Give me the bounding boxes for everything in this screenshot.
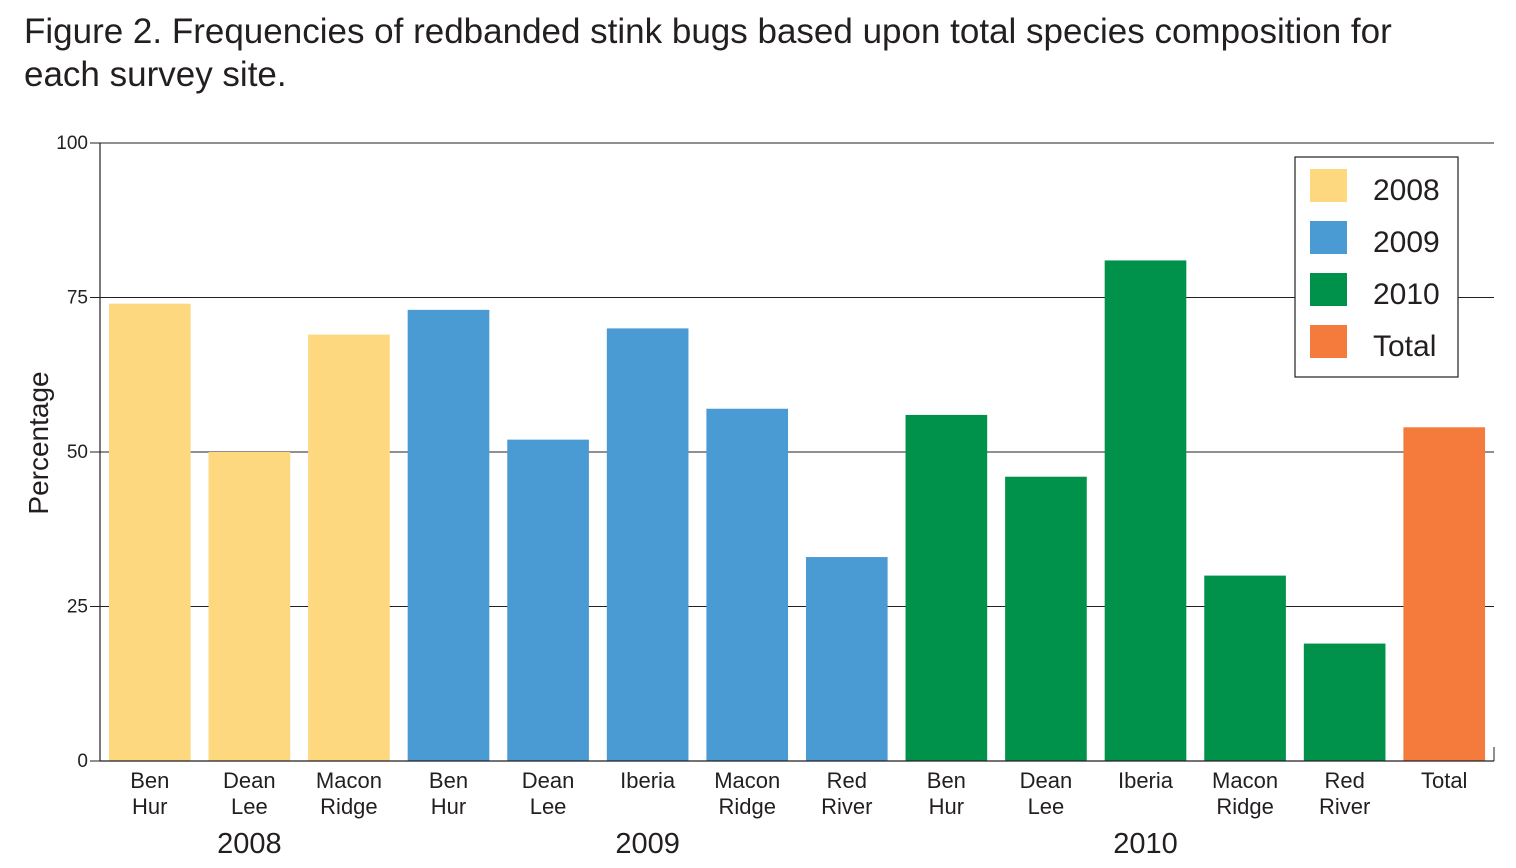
bar <box>208 452 291 761</box>
bars <box>108 260 1486 761</box>
x-tick-label: Macon Ridge <box>714 768 780 819</box>
y-axis-label: Percentage <box>23 371 54 514</box>
legend-swatch <box>1310 221 1347 254</box>
x-tick-label-line: Ben <box>927 768 966 793</box>
x-tick-label: Red River <box>1319 768 1370 819</box>
x-tick-label-line: Hur <box>431 794 466 819</box>
x-tick-label: Macon Ridge <box>1212 768 1278 819</box>
bar <box>1403 427 1486 761</box>
bar <box>1303 643 1386 761</box>
bar <box>308 334 390 761</box>
x-tick-label: Ben Hur <box>130 768 169 819</box>
x-tick-label-line: Lee <box>1028 794 1065 819</box>
y-tick-label: 75 <box>67 288 88 309</box>
x-tick-label-line: Macon <box>1212 768 1278 793</box>
bar <box>805 557 888 761</box>
x-tick-label-line: Iberia <box>1118 768 1174 793</box>
x-tick-label: Dean Lee <box>223 768 276 819</box>
legend-label: 2009 <box>1373 226 1440 259</box>
x-tick-label-line: Ridge <box>320 794 377 819</box>
y-tick-labels: 0 25 50 75 100 <box>56 133 88 772</box>
x-tick-label: Dean Lee <box>1020 768 1073 819</box>
x-tick-label-line: Dean <box>522 768 575 793</box>
x-tick-label-line: Red <box>827 768 867 793</box>
x-tick-label-line: Lee <box>231 794 268 819</box>
group-label: 2009 <box>615 828 680 860</box>
x-tick-label-line: Ben <box>130 768 169 793</box>
y-tick-label: 100 <box>56 133 88 154</box>
legend-label: 2010 <box>1373 278 1440 311</box>
group-label: 2008 <box>217 828 282 860</box>
x-tick-label-line: Ridge <box>1216 794 1273 819</box>
bar <box>905 414 988 761</box>
bar <box>108 303 191 761</box>
x-tick-label-line: Ridge <box>718 794 775 819</box>
x-tick-label-line: Dean <box>223 768 276 793</box>
y-tick-label: 0 <box>77 751 88 772</box>
x-tick-label-line: Dean <box>1020 768 1073 793</box>
bar <box>507 439 589 761</box>
legend-label: 2008 <box>1373 174 1440 207</box>
x-tick-label-line: Ben <box>429 768 468 793</box>
group-labels: 2008 2009 2010 <box>217 828 1178 860</box>
x-tick-label: Macon Ridge <box>316 768 382 819</box>
legend-label: Total <box>1373 330 1436 363</box>
x-tick-label-line: River <box>821 794 872 819</box>
bar <box>1005 476 1087 761</box>
bar <box>407 309 490 761</box>
x-tick-label-line: Total <box>1421 768 1467 793</box>
chart-title: Figure 2. Frequencies of redbanded stink… <box>24 12 1392 94</box>
x-tick-label: Dean Lee <box>522 768 575 819</box>
x-tick-label: Ben Hur <box>927 768 966 819</box>
y-tick-label: 50 <box>67 442 88 463</box>
legend-swatch <box>1310 169 1347 202</box>
x-tick-label-line: Hur <box>132 794 167 819</box>
axes <box>99 143 1495 762</box>
bar <box>1204 575 1286 761</box>
x-tick-label-line: Macon <box>714 768 780 793</box>
bar <box>606 328 689 761</box>
x-tick-label: Iberia <box>1118 768 1174 793</box>
x-tick-label-line: River <box>1319 794 1370 819</box>
group-label: 2010 <box>1113 828 1178 860</box>
x-tick-label-line: Lee <box>530 794 567 819</box>
bar <box>1104 260 1187 761</box>
x-tick-label: Red River <box>821 768 872 819</box>
legend: 2008 2009 2010 Total <box>1294 156 1459 378</box>
x-tick-label-line: Iberia <box>620 768 676 793</box>
x-tick-label-line: Red <box>1324 768 1364 793</box>
legend-swatch <box>1310 273 1347 306</box>
legend-swatch <box>1310 325 1347 358</box>
bar <box>706 408 789 761</box>
y-tick-label: 25 <box>67 597 88 618</box>
x-tick-label: Total <box>1421 768 1467 793</box>
x-tick-label: Iberia <box>620 768 676 793</box>
x-tick-label: Ben Hur <box>429 768 468 819</box>
x-tick-label-line: Macon <box>316 768 382 793</box>
x-tick-label-line: Hur <box>929 794 964 819</box>
